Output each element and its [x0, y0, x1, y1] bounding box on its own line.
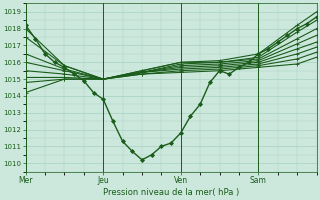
X-axis label: Pression niveau de la mer( hPa ): Pression niveau de la mer( hPa ) [103, 188, 239, 197]
